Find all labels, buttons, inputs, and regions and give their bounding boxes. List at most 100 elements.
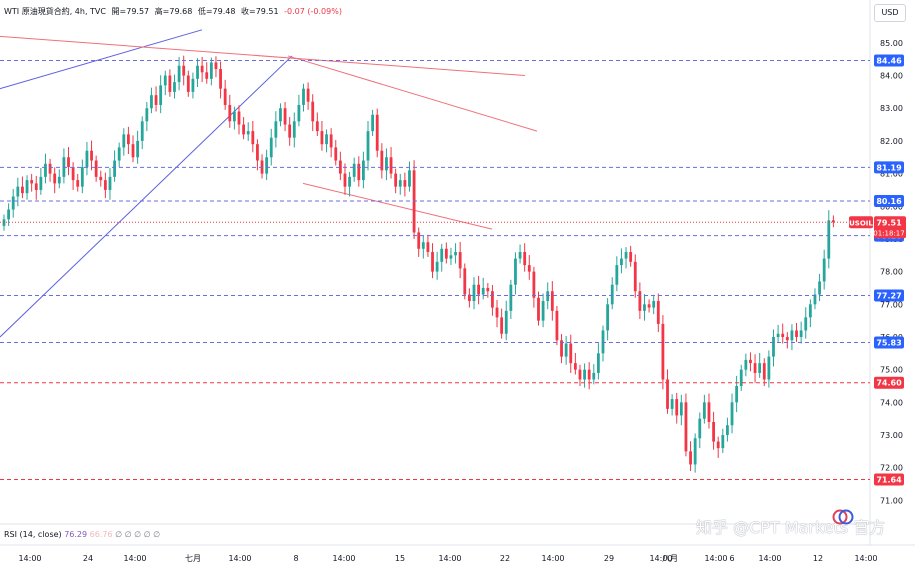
candle-body[interactable] (209, 62, 213, 79)
candle-body[interactable] (772, 336, 775, 357)
candle-body[interactable] (315, 121, 319, 132)
candle-body[interactable] (808, 304, 812, 318)
candle-body[interactable] (684, 402, 688, 452)
candle-body[interactable] (103, 180, 107, 190)
candle-body[interactable] (790, 330, 794, 341)
candle-body[interactable] (53, 173, 57, 184)
candle-body[interactable] (34, 183, 38, 190)
candle-body[interactable] (108, 176, 112, 190)
candle-body[interactable] (504, 310, 508, 334)
candle-body[interactable] (514, 258, 517, 285)
candle-body[interactable] (578, 369, 582, 380)
candle-body[interactable] (398, 180, 402, 187)
candle-body[interactable] (606, 304, 610, 331)
candle-body[interactable] (532, 271, 536, 298)
candle-body[interactable] (762, 363, 766, 380)
candle-body[interactable] (583, 369, 586, 380)
candle-body[interactable] (486, 287, 490, 292)
candle-body[interactable] (698, 418, 702, 439)
candle-body[interactable] (30, 180, 34, 184)
candle-body[interactable] (159, 85, 163, 105)
rsi-label[interactable]: RSI (14, close) (4, 530, 62, 539)
candle-body[interactable] (421, 242, 425, 249)
candle-body[interactable] (223, 88, 227, 105)
candle-body[interactable] (799, 330, 803, 337)
candle-body[interactable] (449, 255, 453, 259)
candle-body[interactable] (348, 176, 351, 187)
candle-body[interactable] (57, 176, 61, 184)
candle-body[interactable] (596, 353, 600, 373)
candle-body[interactable] (343, 173, 347, 187)
candle-body[interactable] (394, 173, 398, 187)
candle-body[interactable] (463, 268, 467, 295)
candle-body[interactable] (458, 252, 462, 269)
candle-body[interactable] (283, 108, 287, 125)
candle-body[interactable] (813, 294, 817, 305)
candle-body[interactable] (818, 281, 821, 295)
candle-body[interactable] (237, 111, 241, 125)
candle-body[interactable] (16, 186, 20, 197)
candle-body[interactable] (403, 180, 407, 187)
candle-body[interactable] (426, 242, 430, 253)
candle-body[interactable] (702, 402, 706, 419)
candle-body[interactable] (555, 310, 559, 341)
candle-body[interactable] (366, 131, 370, 161)
candle-body[interactable] (163, 75, 167, 86)
candle-body[interactable] (269, 137, 273, 158)
candle-body[interactable] (417, 232, 421, 249)
candle-body[interactable] (21, 186, 24, 194)
candle-body[interactable] (7, 209, 11, 220)
candle-body[interactable] (371, 114, 375, 132)
candle-body[interactable] (477, 284, 480, 295)
candle-body[interactable] (297, 104, 301, 122)
candle-body[interactable] (541, 301, 545, 321)
candle-body[interactable] (122, 134, 126, 148)
candle-body[interactable] (385, 157, 388, 171)
candle-body[interactable] (320, 131, 324, 145)
candle-body[interactable] (831, 220, 835, 223)
candle-body[interactable] (242, 124, 246, 135)
candle-body[interactable] (744, 359, 748, 370)
candle-body[interactable] (758, 363, 762, 373)
candle-body[interactable] (85, 150, 89, 168)
candle-body[interactable] (274, 121, 278, 138)
candle-body[interactable] (173, 82, 176, 92)
candle-body[interactable] (352, 163, 356, 177)
candle-body[interactable] (177, 65, 181, 83)
candle-body[interactable] (735, 386, 739, 403)
candle-body[interactable] (219, 69, 222, 89)
candle-body[interactable] (721, 435, 725, 449)
candle-body[interactable] (550, 291, 554, 311)
candle-body[interactable] (573, 363, 577, 370)
candle-body[interactable] (145, 108, 149, 122)
candle-body[interactable] (587, 369, 591, 380)
candle-body[interactable] (712, 421, 715, 442)
trend-line[interactable] (0, 55, 293, 338)
candle-body[interactable] (652, 301, 656, 308)
candle-body[interactable] (454, 252, 457, 256)
candle-body[interactable] (76, 180, 80, 187)
candle-body[interactable] (610, 284, 614, 305)
candle-body[interactable] (560, 340, 563, 357)
candle-body[interactable] (643, 304, 646, 311)
candle-body[interactable] (491, 291, 494, 308)
candle-body[interactable] (338, 160, 342, 174)
candle-body[interactable] (302, 88, 305, 105)
candle-body[interactable] (629, 252, 633, 262)
candle-body[interactable] (80, 167, 84, 187)
candle-body[interactable] (288, 124, 292, 138)
candle-body[interactable] (564, 343, 568, 357)
candle-body[interactable] (362, 160, 365, 181)
candle-body[interactable] (232, 111, 236, 122)
candle-body[interactable] (624, 252, 628, 259)
candle-body[interactable] (776, 333, 780, 337)
candle-body[interactable] (113, 160, 116, 177)
candle-body[interactable] (431, 252, 434, 272)
candle-body[interactable] (509, 284, 513, 311)
candle-body[interactable] (71, 167, 75, 181)
candle-body[interactable] (329, 134, 333, 148)
trend-line[interactable] (302, 182, 493, 230)
candle-body[interactable] (306, 88, 310, 102)
candle-body[interactable] (251, 131, 255, 145)
